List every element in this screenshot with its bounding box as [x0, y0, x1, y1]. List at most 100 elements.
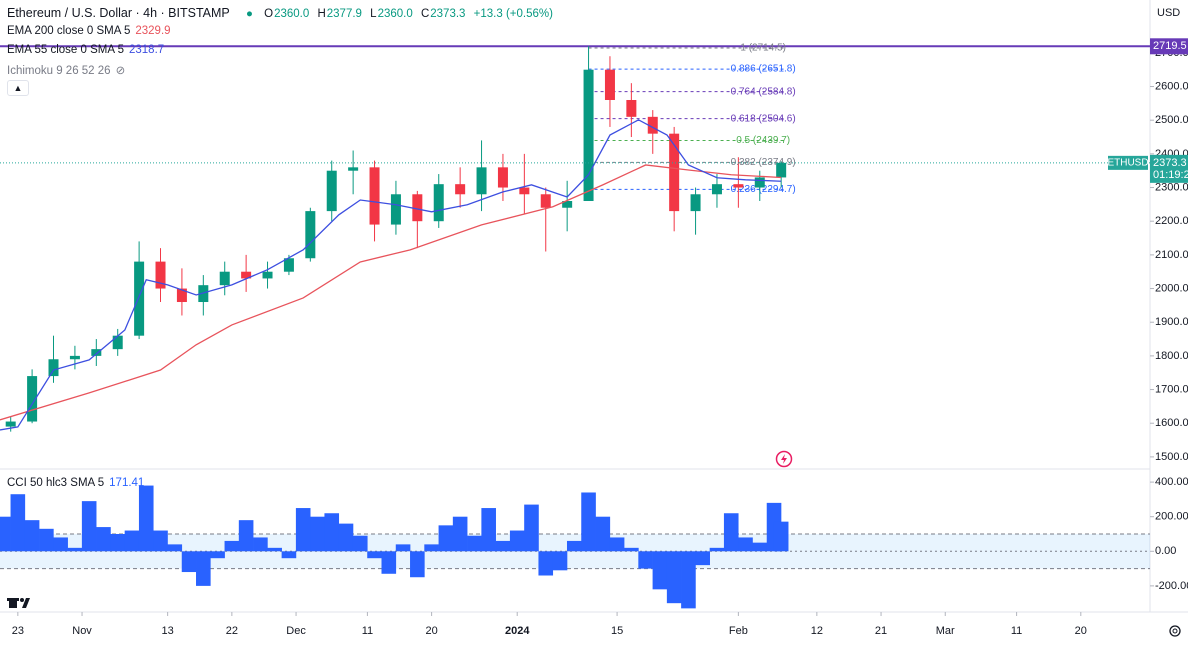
candle-body: [604, 69, 615, 100]
cci-bar: [452, 516, 468, 552]
cci-bar: [467, 535, 482, 552]
cci-bar: [110, 533, 126, 552]
x-tick-label: 22: [226, 625, 238, 637]
cci-bar: [81, 501, 97, 552]
cci-bar: [481, 508, 496, 552]
cci-bar: [552, 551, 568, 571]
cci-bar: [39, 528, 54, 552]
y-tick-label: 2000.0: [1155, 282, 1188, 294]
cci-bar: [638, 551, 653, 569]
symbol-label: ETHUSD: [1107, 157, 1148, 168]
fib-label: 0.236 (2294.7): [731, 184, 796, 195]
ohlc-value: 2360.0: [377, 8, 413, 20]
indicator-value: 171.41: [109, 477, 145, 489]
ohlc-key: C: [420, 8, 430, 20]
cci-bar: [538, 551, 554, 576]
hidden-icon[interactable]: ⊘: [115, 65, 126, 77]
candle-body: [433, 184, 444, 222]
last-price-label: 2373.3: [1153, 157, 1187, 169]
candle-body: [155, 261, 166, 289]
fib-label: 0.764 (2584.8): [731, 86, 796, 97]
y-tick-label: 2500.0: [1155, 114, 1188, 126]
ema-line: [0, 119, 782, 431]
cci-bar: [338, 523, 354, 552]
x-tick-label: Dec: [286, 625, 306, 637]
cci-bar: [310, 516, 325, 552]
price-label-box: [1150, 38, 1188, 55]
candle-body: [647, 116, 658, 134]
indicator-name: Ichimoku 9 26 52 26: [7, 65, 111, 77]
cci-bar: [67, 547, 83, 552]
candle-body: [455, 184, 466, 195]
collapse-button[interactable]: ▲: [7, 80, 29, 96]
x-tick-label: 21: [875, 625, 887, 637]
candle-body: [476, 167, 487, 195]
y-tick-label: 1800.0: [1155, 350, 1188, 362]
cci-bar: [752, 542, 768, 552]
y-tick-label: 1500.0: [1155, 451, 1188, 463]
cci-bar: [581, 492, 596, 552]
fib-label: 0.5 (2439.7): [736, 135, 790, 146]
candle-body: [112, 335, 123, 350]
cci-bar: [438, 525, 454, 552]
candle-body: [519, 187, 530, 195]
candle-body: [48, 359, 59, 377]
cci-bar: [681, 551, 696, 609]
cci-bar: [238, 520, 254, 552]
cci-bar: [773, 521, 789, 552]
candle-body: [5, 421, 16, 427]
cci-bar: [695, 551, 710, 566]
cci-bar: [595, 516, 611, 552]
cci-bar: [324, 513, 340, 552]
y-tick-label: 1700.0: [1155, 383, 1188, 395]
y-tick-label: 400.00: [1155, 476, 1188, 488]
cci-bar: [0, 516, 11, 552]
cci-bar: [723, 513, 739, 552]
symbol-box: [1108, 155, 1148, 170]
cci-bar: [609, 537, 625, 552]
cci-bar: [224, 540, 240, 552]
y-tick-label: -200.00: [1155, 580, 1188, 592]
cci-bar: [624, 547, 639, 552]
x-tick-label: 15: [611, 625, 623, 637]
indicator-name: EMA 55 close 0 SMA 5: [7, 44, 124, 56]
indicator-name: CCI 50 hlc3 SMA 5: [7, 477, 105, 489]
x-tick-label: 23: [12, 625, 24, 637]
candle-body: [176, 288, 187, 303]
cci-bar: [153, 530, 168, 552]
x-tick-label: 20: [1075, 625, 1087, 637]
cci-bar: [424, 544, 439, 552]
candle-body: [390, 194, 401, 225]
cci-bar: [709, 547, 725, 552]
ohlc-key: O: [264, 8, 274, 20]
x-tick-label: 13: [162, 625, 174, 637]
x-tick-label: 11: [362, 625, 373, 637]
cci-bar: [10, 494, 26, 552]
y-tick-label: 1600.0: [1155, 417, 1188, 429]
candle-body: [241, 271, 252, 279]
last-price-box: [1150, 154, 1188, 183]
y-tick-label: 1900.0: [1155, 316, 1188, 328]
candle-body: [711, 184, 722, 195]
candle-body: [348, 167, 359, 171]
y-tick-label: 0.00: [1155, 545, 1176, 557]
ohlc-value: 2377.9: [326, 8, 362, 20]
indicator-row: CCI 50 hlc3 SMA 5 171.41: [7, 477, 149, 489]
cci-bar: [367, 551, 382, 559]
indicator-row: Ichimoku 9 26 52 26 ⊘: [7, 63, 130, 77]
cci-bar: [138, 485, 154, 552]
lightning-icon[interactable]: [775, 450, 793, 468]
change: +13.3 (+0.56%): [473, 8, 553, 20]
candle-body: [69, 355, 80, 360]
y-tick-label: 2200.0: [1155, 215, 1188, 227]
layer: 1500.0 1600.0 1700.0 1800.0 1900.0 2000.0 2100…: [0, 38, 1188, 637]
candle-body: [27, 376, 38, 422]
candle-body: [326, 170, 337, 212]
settings-icon[interactable]: [1169, 625, 1181, 637]
cci-bar: [652, 551, 668, 590]
ohlc-value: 2373.3: [430, 8, 466, 20]
cci-bar: [295, 508, 311, 552]
cci-bar: [167, 544, 183, 552]
candle-body: [369, 167, 380, 225]
